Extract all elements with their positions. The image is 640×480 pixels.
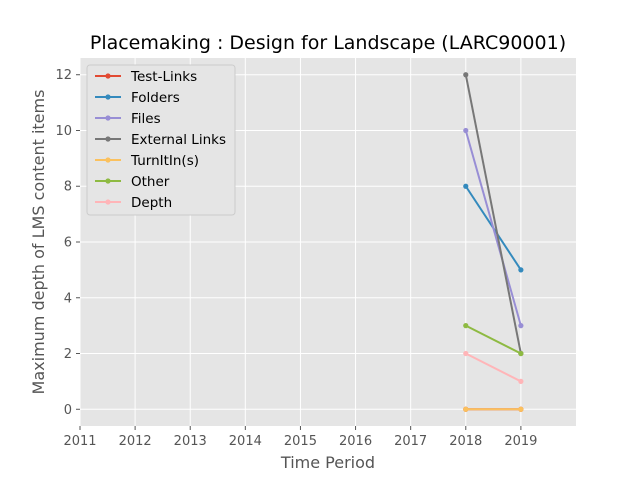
series-files — [463, 127, 524, 329]
x-tick-label: 2012 — [119, 434, 152, 449]
legend-swatch-marker — [105, 136, 111, 142]
x-tick-label: 2016 — [339, 434, 372, 449]
series-line — [464, 130, 522, 326]
legend-label: Test-Links — [130, 69, 197, 85]
x-axis-label: Time Period — [280, 453, 375, 472]
legend-item: TurnItIn(s) — [95, 153, 199, 169]
series-line — [465, 324, 522, 355]
x-tick-label: 2017 — [394, 434, 427, 449]
series-layer — [463, 72, 524, 412]
data-point — [518, 323, 524, 329]
legend-swatch-marker — [105, 115, 111, 121]
y-axis-ticks: 0 2 4 6 8 10 12 — [55, 68, 80, 418]
data-point — [518, 406, 524, 412]
data-point — [518, 350, 524, 357]
data-point — [518, 378, 524, 384]
x-tick-label: 2013 — [174, 434, 207, 449]
legend-label: Depth — [131, 195, 172, 211]
legend-swatch-marker — [105, 157, 111, 163]
legend-box — [86, 64, 236, 216]
legend-label: Files — [131, 111, 161, 127]
legend-item: Depth — [95, 195, 172, 211]
legend: Test-Links Folders Files External Links Turn… — [86, 64, 236, 216]
series-other — [463, 323, 524, 357]
data-point — [463, 323, 469, 329]
legend-label: Other — [131, 174, 170, 190]
y-tick-label: 2 — [64, 347, 72, 362]
data-point — [463, 127, 469, 134]
data-point — [463, 350, 469, 357]
y-axis-label: Maximum depth of LMS content items — [29, 90, 48, 395]
series-turnitin-s — [463, 406, 524, 412]
legend-item: Folders — [95, 90, 180, 106]
legend-item: Files — [95, 111, 161, 127]
legend-swatch-marker — [105, 199, 111, 205]
x-axis-ticks: 2011 2012 2013 2014 2015 2016 2017 2018 2019 — [63, 426, 537, 449]
x-tick-label: 2011 — [63, 434, 96, 449]
legend-item: Other — [95, 174, 170, 190]
series-depth — [463, 350, 524, 384]
legend-item: Test-Links — [95, 69, 197, 85]
legend-label: TurnItIn(s) — [130, 153, 199, 169]
data-point — [463, 183, 469, 189]
legend-item: External Links — [95, 132, 226, 148]
y-tick-label: 0 — [64, 403, 72, 418]
x-tick-label: 2018 — [449, 434, 482, 449]
legend-label: Folders — [131, 90, 180, 106]
series-line — [465, 352, 522, 383]
legend-swatch-marker — [105, 73, 111, 79]
y-tick-label: 8 — [64, 180, 72, 195]
chart-title: Placemaking : Design for Landscape (LARC… — [90, 32, 566, 54]
y-tick-label: 12 — [55, 68, 72, 83]
data-point — [463, 72, 469, 78]
series-line — [464, 74, 522, 354]
y-tick-label: 6 — [64, 236, 72, 251]
legend-swatch-marker — [105, 94, 111, 100]
x-tick-label: 2014 — [229, 434, 262, 449]
x-tick-label: 2019 — [504, 434, 537, 449]
x-tick-label: 2015 — [284, 434, 317, 449]
legend-label: External Links — [131, 132, 226, 148]
y-tick-label: 10 — [55, 124, 72, 139]
y-tick-label: 4 — [64, 291, 72, 306]
data-point — [463, 406, 469, 412]
legend-swatch-marker — [105, 178, 111, 184]
data-point — [518, 267, 524, 273]
